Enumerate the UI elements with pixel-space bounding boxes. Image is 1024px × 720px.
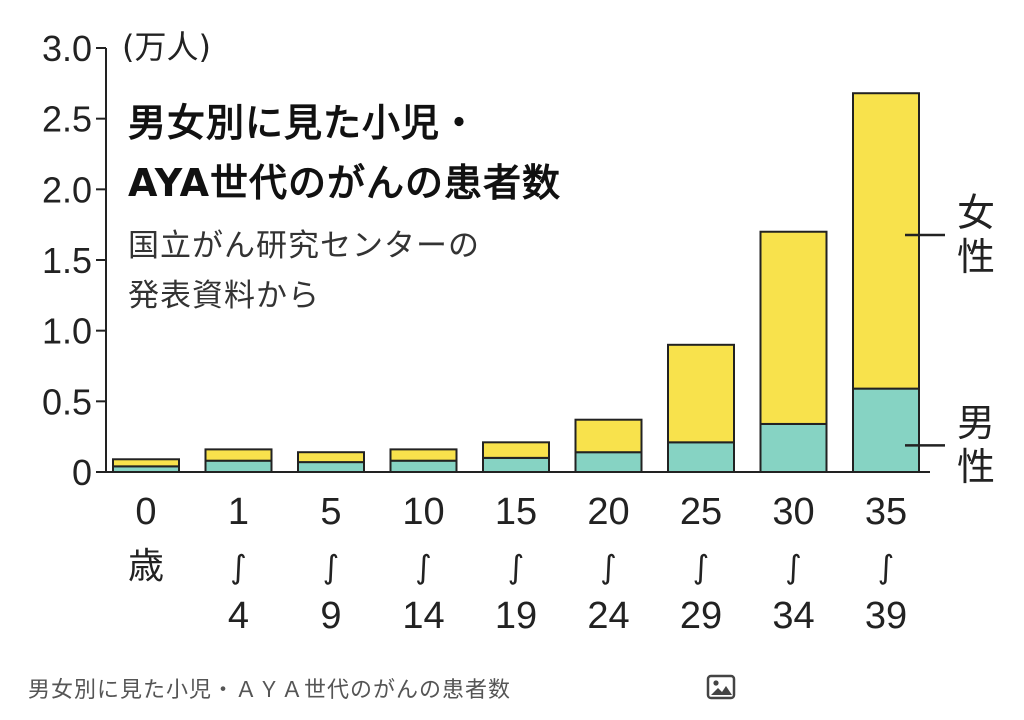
- bar-female-6: [667, 343, 735, 444]
- x-tick-label-5-end: 24: [587, 595, 629, 637]
- x-tick-label-1-sep: ∫: [230, 548, 247, 586]
- bar-female-4: [482, 441, 550, 459]
- x-tick-label-2-sep: ∫: [323, 548, 340, 586]
- x-tick-label-7-start: 30: [772, 491, 814, 533]
- y-tick-label-2: 1.0: [42, 311, 92, 352]
- x-tick-label-3-sep: ∫: [415, 548, 432, 586]
- y-tick-label-4: 2.0: [42, 169, 92, 210]
- bar-male-5: [574, 451, 643, 474]
- bar-female-8: [852, 92, 920, 390]
- y-tick-label-0: 0: [72, 452, 92, 493]
- bar-female-7: [759, 230, 828, 425]
- x-tick-label-7-end: 34: [772, 595, 814, 637]
- x-tick-label-8-sep: ∫: [878, 548, 895, 586]
- x-tick-label-4-start: 15: [495, 491, 537, 533]
- chart-source-line-2: 発表資料から: [128, 278, 320, 314]
- x-tick-label-2-start: 5: [320, 491, 341, 533]
- x-tick-label-3-end: 14: [402, 595, 444, 637]
- y-axis-unit-label: (万人): [122, 28, 211, 66]
- y-tick-label-3: 1.5: [42, 240, 92, 281]
- x-tick-label-8-end: 39: [865, 595, 907, 637]
- x-tick-label-5-sep: ∫: [600, 548, 617, 586]
- legend-female-label: 女性: [956, 191, 995, 279]
- bar-male-1: [204, 459, 273, 473]
- x-tick-label-6-end: 29: [680, 595, 722, 637]
- x-tick-label-4-sep: ∫: [508, 548, 525, 586]
- x-tick-label-0-sep: 歳: [128, 546, 164, 587]
- bar-female-0: [112, 458, 180, 468]
- chart: 0 0.5 1.0 1.5 2.0 2.5 3.0 0 歳 1 ∫ 4 5 ∫ 9 10 ∫ 14 15 ∫ 19 20 ∫…: [42, 28, 995, 637]
- bar-male-6: [667, 441, 735, 474]
- image-icon[interactable]: [706, 673, 736, 701]
- bar-male-3: [389, 459, 458, 473]
- y-tick-label-6: 3.0: [42, 28, 92, 69]
- chart-source-line-1: 国立がん研究センターの: [128, 228, 480, 264]
- bar-female-2: [297, 451, 365, 464]
- bar-female-1: [204, 448, 273, 462]
- x-tick-label-5-start: 20: [587, 491, 629, 533]
- bar-male-2: [297, 461, 365, 473]
- x-tick-label-7-sep: ∫: [785, 548, 802, 586]
- bar-male-4: [482, 456, 550, 474]
- image-caption: 男女別に見た小児・ＡＹＡ世代のがんの患者数: [28, 678, 512, 703]
- chart-svg: 0 0.5 1.0 1.5 2.0 2.5 3.0 0 歳 1 ∫ 4 5 ∫ 9 10 ∫ 14 15 ∫ 19 20 ∫…: [42, 28, 945, 637]
- x-tick-label-3-start: 10: [402, 491, 444, 533]
- x-tick-label-1-end: 4: [228, 595, 249, 637]
- x-tick-label-0-start: 0: [135, 491, 156, 533]
- chart-title-line-2: AYA世代のがんの患者数: [128, 161, 562, 205]
- y-tick-label-1: 0.5: [42, 381, 92, 422]
- x-tick-label-2-end: 9: [320, 595, 341, 637]
- x-tick-label-6-sep: ∫: [693, 548, 710, 586]
- y-tick-label-5: 2.5: [42, 99, 92, 140]
- chart-title-line-1: 男女別に見た小児・: [128, 101, 480, 145]
- x-tick-label-4-end: 19: [495, 595, 537, 637]
- bar-male-8: [852, 387, 920, 474]
- x-tick-label-6-start: 25: [680, 491, 722, 533]
- legend-male-label: 男性: [956, 401, 995, 490]
- bar-female-5: [574, 418, 643, 454]
- x-tick-label-8-start: 35: [865, 491, 907, 533]
- x-tick-label-1-start: 1: [228, 491, 249, 533]
- bar-female-3: [389, 448, 458, 462]
- bar-male-7: [759, 422, 828, 473]
